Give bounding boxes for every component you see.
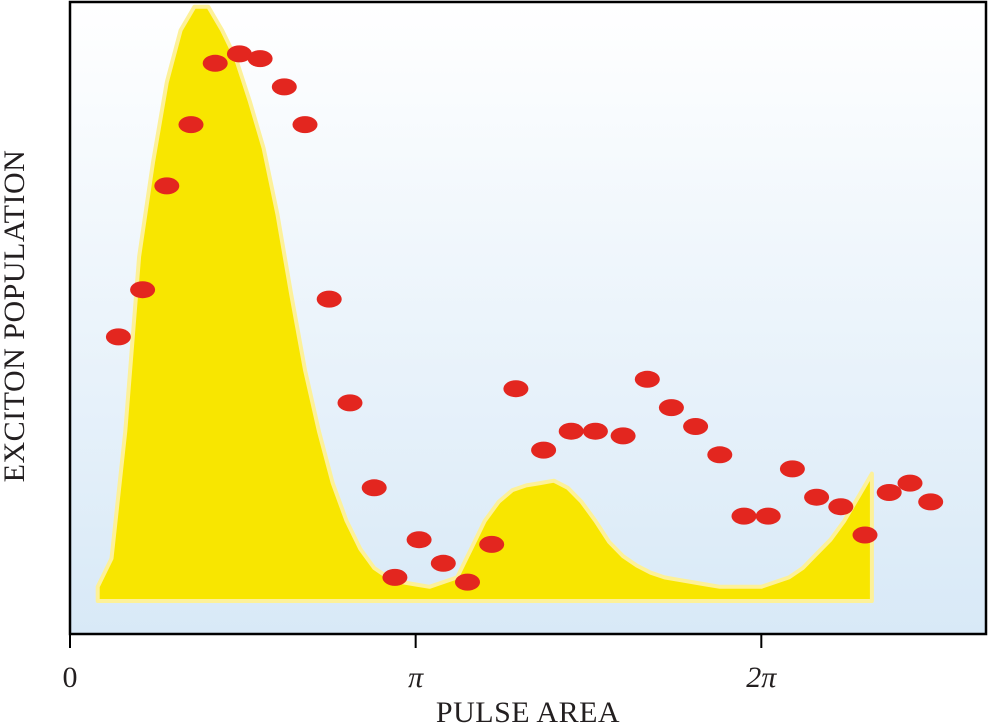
data-point	[876, 484, 902, 501]
y-axis-title: EXCITON POPULATION	[0, 150, 31, 483]
x-tick-label: 2π	[746, 661, 777, 694]
data-point	[683, 418, 709, 435]
data-point	[271, 78, 297, 96]
data-point	[105, 328, 131, 346]
data-point	[430, 554, 456, 572]
data-point	[658, 399, 684, 417]
data-point	[897, 474, 923, 492]
data-point	[455, 573, 480, 591]
data-point	[828, 498, 854, 516]
plot-frame	[68, 0, 988, 636]
data-point	[479, 535, 505, 553]
data-point	[226, 45, 252, 63]
area-series	[95, 4, 874, 603]
data-point	[558, 422, 584, 440]
data-point	[634, 370, 660, 388]
data-point	[531, 441, 557, 459]
data-point	[178, 116, 204, 134]
data-point	[804, 488, 830, 506]
data-point	[707, 446, 733, 464]
x-ticks: 0 π 2π	[63, 634, 777, 694]
data-point	[247, 50, 273, 68]
marker-layer	[105, 45, 944, 591]
data-point	[918, 493, 944, 511]
area-layer	[95, 4, 874, 603]
data-point	[503, 380, 529, 398]
data-point	[610, 427, 636, 445]
x-axis-title: PULSE AREA	[436, 696, 620, 725]
data-point	[755, 507, 781, 525]
data-point	[382, 568, 408, 586]
data-point	[406, 531, 432, 549]
data-point	[582, 422, 608, 440]
x-tick-label: 0	[63, 661, 78, 694]
data-point	[130, 281, 156, 299]
data-point	[292, 116, 318, 134]
data-point	[779, 460, 805, 478]
data-point	[337, 394, 363, 412]
data-point	[316, 290, 342, 308]
data-point	[852, 526, 878, 544]
data-point	[361, 479, 387, 497]
data-point	[731, 507, 757, 525]
data-point	[154, 177, 180, 195]
x-tick-label: π	[408, 661, 424, 694]
data-point	[202, 54, 228, 72]
